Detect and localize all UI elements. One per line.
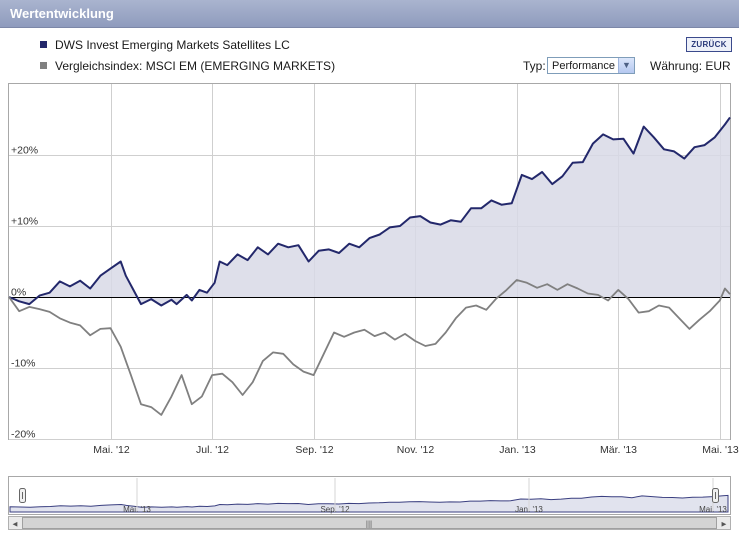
y-tick-label: -20% [11, 429, 36, 441]
panel-title: Wertentwicklung [10, 6, 114, 21]
index-swatch [40, 62, 47, 70]
back-button[interactable]: ZURÜCK [686, 37, 732, 52]
navigator-tick-label: Sep. '12 [320, 505, 350, 514]
y-tick-labels: +20% +10% 0% -10% -20% [11, 145, 38, 441]
currency-label: Währung: EUR [650, 59, 731, 73]
series-lines [8, 116, 731, 416]
plot-frame [8, 83, 731, 440]
navigator-handle-left[interactable] [19, 488, 26, 503]
typ-select[interactable]: Performance ▼ [547, 57, 635, 74]
typ-select-value: Performance [552, 60, 615, 72]
grid [9, 84, 730, 440]
series-area-0 [9, 117, 730, 306]
y-tick-label: -10% [11, 358, 36, 370]
y-tick-label: +10% [11, 216, 38, 228]
x-tick-label: Mär. '13 [600, 444, 637, 456]
fund-swatch [40, 41, 47, 49]
navigator-tick-labels: Mai. '13 Sep. '12 Jan. '13 Mai. '13 [123, 478, 727, 514]
scroll-left-icon: ◄ [11, 520, 19, 529]
scrollbar-thumb [22, 517, 717, 529]
x-tick-label: Nov. '12 [397, 444, 435, 456]
panel-header: Wertentwicklung [0, 0, 739, 28]
navigator-tick-label: Mai. '13 [123, 505, 151, 514]
navigator-frame [8, 476, 731, 515]
navigator-handle-right[interactable] [712, 488, 719, 503]
x-tick-label: Mai. '12 [93, 444, 130, 456]
svg-text:|||: ||| [366, 520, 372, 529]
legend-label-index: Vergleichsindex: MSCI EM (EMERGING MARKE… [55, 59, 336, 73]
legend-label-fund: DWS Invest Emerging Markets Satellites L… [55, 38, 290, 52]
x-tick-label: Mai. '13 [702, 444, 739, 456]
y-tick-label: +20% [11, 145, 38, 157]
x-tick-labels: Mai. '12 Jul. '12 Sep. '12 Nov. '12 Jan. '13… [93, 444, 739, 456]
series-line-1 [8, 279, 731, 416]
legend-item-index[interactable]: Vergleichsindex: MSCI EM (EMERGING MARKE… [40, 59, 335, 73]
series-fills [9, 117, 730, 306]
navigator-tick-label: Jan. '13 [515, 505, 543, 514]
series-line-0 [8, 116, 731, 307]
x-tick-label: Jul. '12 [196, 444, 229, 456]
chevron-down-icon[interactable]: ▼ [618, 58, 634, 73]
typ-label: Typ: [523, 59, 546, 73]
scrollbar[interactable]: ||| ◄ ► [8, 516, 731, 530]
y-tick-label: 0% [11, 287, 26, 299]
scroll-right-icon: ► [720, 520, 728, 529]
x-tick-label: Jan. '13 [499, 444, 536, 456]
navigator-area [9, 494, 729, 513]
legend-item-fund[interactable]: DWS Invest Emerging Markets Satellites L… [40, 38, 290, 52]
x-tick-label: Sep. '12 [295, 444, 333, 456]
navigator-tick-label: Mai. '13 [699, 505, 727, 514]
